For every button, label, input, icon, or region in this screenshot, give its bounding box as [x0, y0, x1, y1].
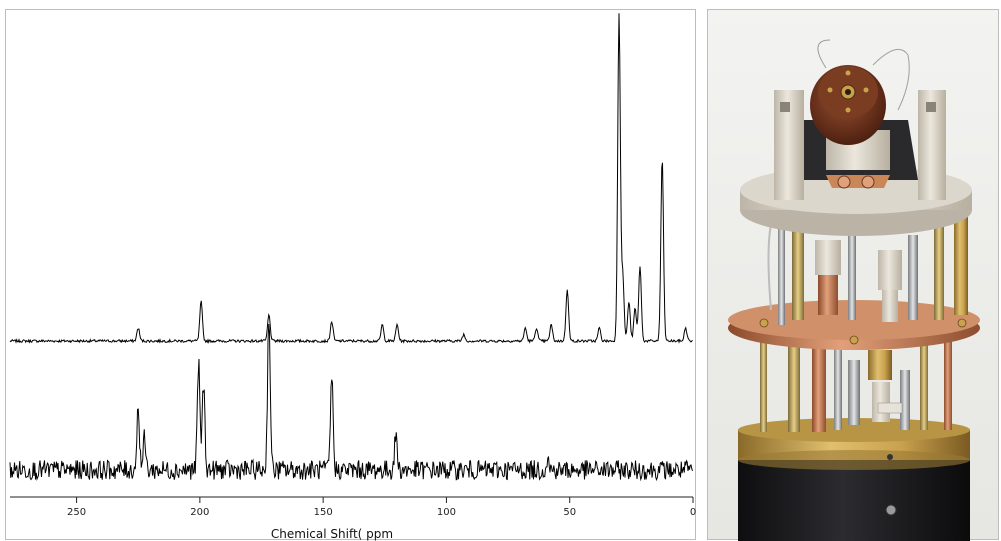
x-tick-label-50: 50 — [563, 507, 576, 518]
probe-illustration — [728, 39, 980, 541]
x-axis-ticks: 250 200 150 100 50 0 — [67, 497, 696, 518]
x-tick-label-150: 150 — [314, 507, 333, 518]
spectrum-svg: 250 200 150 100 50 0 Chemical Shift( ppm — [9, 13, 696, 541]
x-tick-label-200: 200 — [190, 507, 209, 518]
nmr-spectrum-chart: 250 200 150 100 50 0 Chemical Shift( ppm — [5, 9, 696, 541]
x-axis-label: Chemical Shift( ppm — [271, 527, 393, 541]
nmr-probe-photo — [707, 9, 999, 541]
x-tick-label-0: 0 — [690, 507, 696, 518]
spectrum-trace-1 — [9, 13, 693, 344]
spectrum-trace-2 — [9, 323, 693, 482]
x-tick-label-100: 100 — [437, 507, 456, 518]
x-tick-label-250: 250 — [67, 507, 86, 518]
spectrum-traces — [9, 13, 693, 482]
